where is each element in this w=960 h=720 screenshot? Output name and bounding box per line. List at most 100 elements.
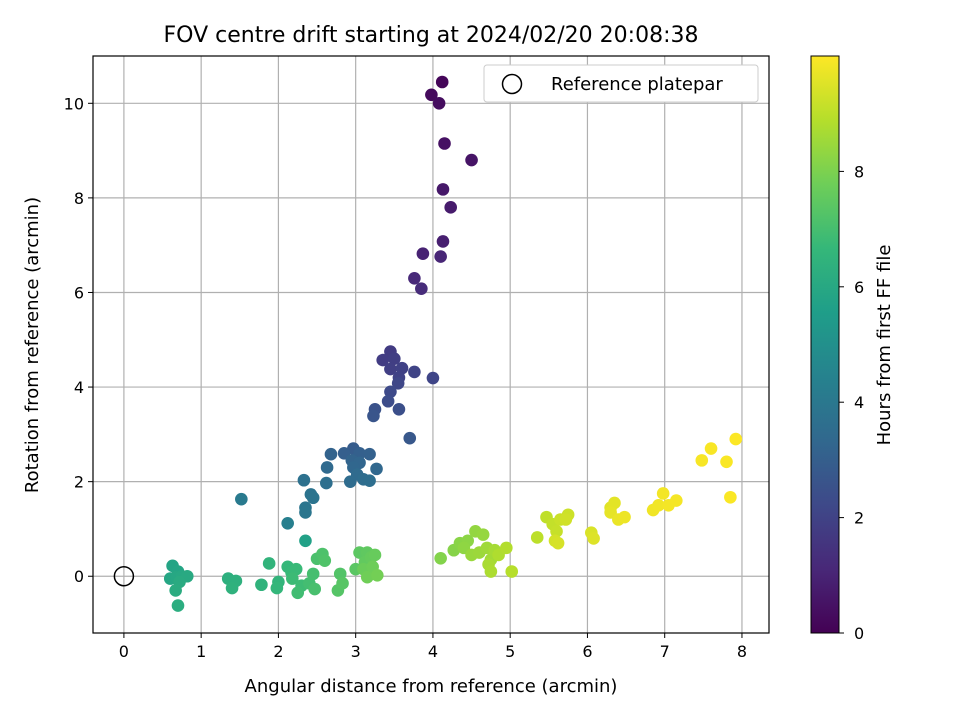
data-point bbox=[695, 454, 709, 467]
data-point bbox=[306, 567, 320, 581]
data-point bbox=[384, 362, 397, 376]
chart-title: FOV centre drift starting at 2024/02/20 … bbox=[164, 23, 699, 48]
data-point bbox=[618, 510, 631, 524]
data-point bbox=[318, 554, 332, 567]
reference-point bbox=[113, 565, 135, 587]
data-point bbox=[505, 565, 519, 578]
data-point bbox=[724, 490, 737, 504]
data-point bbox=[550, 525, 563, 538]
data-point bbox=[384, 385, 397, 399]
data-point bbox=[656, 487, 670, 500]
data-point bbox=[415, 282, 428, 295]
grid-lines bbox=[93, 56, 769, 633]
data-point bbox=[368, 548, 382, 562]
data-point bbox=[391, 376, 405, 390]
data-point bbox=[587, 532, 600, 545]
y-axis: 0 2 4 6 8 10 bbox=[64, 94, 93, 586]
data-point bbox=[289, 562, 303, 576]
data-point bbox=[235, 492, 248, 506]
data-point bbox=[465, 153, 478, 167]
colorbar: 0 2 4 6 8 Hours from first FF file bbox=[810, 55, 895, 643]
colorbar-tick-label: 4 bbox=[854, 393, 864, 412]
reference-marker bbox=[113, 565, 135, 587]
data-point bbox=[324, 447, 338, 461]
data-point bbox=[363, 474, 376, 488]
data-point bbox=[704, 442, 718, 455]
x-tick-label: 8 bbox=[737, 642, 747, 661]
data-point bbox=[436, 183, 450, 196]
data-point bbox=[432, 96, 446, 110]
data-point bbox=[299, 506, 312, 519]
data-point bbox=[320, 476, 333, 490]
data-point bbox=[652, 499, 665, 512]
data-point bbox=[363, 447, 376, 461]
data-point bbox=[403, 431, 417, 445]
y-tick-label: 8 bbox=[74, 189, 84, 208]
legend-box bbox=[483, 64, 759, 103]
plot-area bbox=[93, 56, 769, 633]
data-point bbox=[408, 271, 421, 285]
legend-label: Reference platepar bbox=[551, 74, 723, 95]
x-tick-label: 2 bbox=[273, 642, 283, 661]
data-point bbox=[336, 577, 349, 590]
colorbar-ticks: 0 2 4 6 8 bbox=[839, 162, 864, 643]
colorbar-tick-label: 2 bbox=[854, 509, 864, 528]
legend-marker-icon bbox=[501, 73, 523, 95]
colorbar-gradient bbox=[810, 55, 840, 634]
data-point bbox=[371, 569, 384, 582]
data-point bbox=[608, 496, 621, 510]
data-point bbox=[436, 235, 450, 248]
data-point bbox=[343, 475, 357, 488]
x-axis-label: Angular distance from reference (arcmin) bbox=[245, 676, 618, 697]
data-point bbox=[729, 432, 743, 446]
colorbar-tick-label: 0 bbox=[854, 624, 864, 643]
data-point bbox=[270, 581, 284, 595]
colorbar-tick-label: 6 bbox=[854, 278, 864, 297]
data-point bbox=[360, 570, 374, 584]
data-point bbox=[286, 572, 299, 585]
y-tick-label: 0 bbox=[74, 567, 84, 586]
data-point bbox=[381, 394, 395, 408]
x-axis: 0 1 2 3 4 5 6 7 8 bbox=[119, 633, 747, 661]
data-point bbox=[169, 584, 182, 597]
data-point bbox=[333, 567, 347, 581]
x-tick-label: 1 bbox=[196, 642, 206, 661]
data-point bbox=[388, 352, 401, 365]
data-point bbox=[434, 551, 447, 565]
data-point bbox=[370, 462, 383, 476]
data-point bbox=[530, 531, 544, 544]
x-tick-label: 6 bbox=[582, 642, 592, 661]
data-point bbox=[281, 516, 294, 530]
data-point bbox=[171, 599, 185, 612]
data-point bbox=[392, 402, 406, 416]
data-point bbox=[297, 473, 311, 487]
x-tick-label: 0 bbox=[119, 642, 129, 661]
plot-frame bbox=[92, 55, 770, 634]
colorbar-tick-label: 8 bbox=[854, 162, 864, 181]
data-point bbox=[425, 88, 438, 102]
data-point bbox=[720, 455, 733, 469]
x-tick-label: 5 bbox=[505, 642, 515, 661]
x-tick-label: 7 bbox=[660, 642, 670, 661]
data-point bbox=[262, 557, 276, 570]
data-point bbox=[551, 536, 565, 550]
data-point bbox=[395, 361, 409, 375]
data-point bbox=[306, 491, 320, 505]
data-point bbox=[438, 137, 451, 150]
y-tick-label: 4 bbox=[74, 378, 84, 397]
data-point bbox=[408, 365, 421, 379]
x-tick-label: 4 bbox=[428, 642, 438, 661]
legend: Reference platepar bbox=[483, 64, 759, 103]
data-point bbox=[559, 513, 573, 526]
data-point bbox=[669, 494, 683, 507]
data-point bbox=[320, 461, 334, 474]
y-tick-label: 2 bbox=[74, 473, 84, 492]
data-point bbox=[484, 565, 498, 578]
data-point bbox=[416, 247, 430, 260]
data-points bbox=[163, 75, 743, 612]
data-point bbox=[299, 534, 312, 548]
data-point bbox=[444, 201, 458, 214]
data-point bbox=[435, 75, 449, 89]
data-point bbox=[308, 582, 322, 596]
